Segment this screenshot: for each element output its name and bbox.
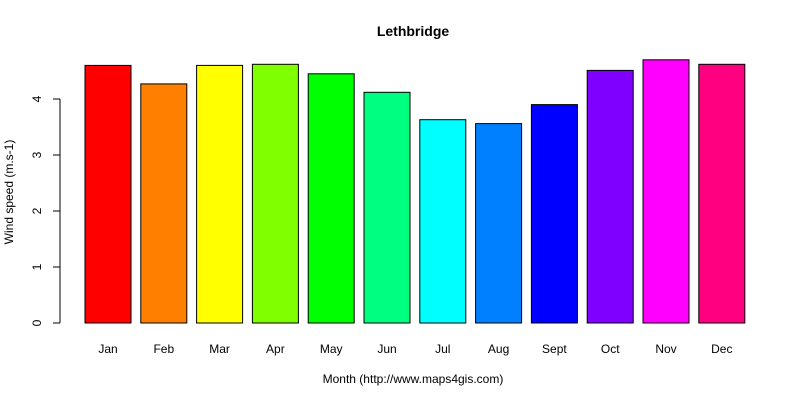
- x-tick-label: Apr: [266, 342, 285, 356]
- x-tick-labels: Jan Feb Mar Apr May Jun Jul Aug Sept Oct Nov Dec: [98, 342, 732, 356]
- y-tick-label: 3: [30, 151, 44, 158]
- bar-aug: [475, 123, 523, 324]
- x-tick-label: Oct: [601, 342, 620, 356]
- bar-mar: [196, 64, 244, 324]
- y-axis: 0 1 2 3 4: [30, 95, 61, 326]
- bar-dec: [698, 63, 746, 324]
- x-tick-label: Jan: [98, 342, 117, 356]
- bar-feb: [140, 83, 188, 324]
- x-tick-label: Feb: [153, 342, 174, 356]
- bar-apr: [251, 63, 299, 324]
- bar-jan: [84, 64, 132, 324]
- y-tick-label: 0: [30, 319, 44, 326]
- x-tick-label: Aug: [488, 342, 509, 356]
- y-tick-label: 2: [30, 207, 44, 214]
- bar-jun: [363, 91, 411, 324]
- bar-may: [307, 73, 355, 324]
- x-axis-label: Month (http://www.maps4gis.com): [323, 372, 504, 386]
- bar-nov: [642, 59, 690, 324]
- x-tick-label: Mar: [209, 342, 230, 356]
- x-tick-label: May: [320, 342, 343, 356]
- y-tick-label: 4: [30, 95, 44, 102]
- x-tick-label: Nov: [655, 342, 676, 356]
- bar-jul: [419, 119, 467, 324]
- bars-group: [84, 59, 746, 324]
- x-tick-label: Sept: [542, 342, 567, 356]
- y-axis-label: Wind speed (m.s-1): [2, 140, 16, 245]
- bar-sept: [530, 104, 578, 324]
- bar-oct: [586, 69, 634, 324]
- chart-title: Lethbridge: [377, 23, 450, 39]
- x-tick-label: Dec: [711, 342, 732, 356]
- x-tick-label: Jul: [435, 342, 450, 356]
- y-tick-label: 1: [30, 263, 44, 270]
- x-tick-label: Jun: [377, 342, 396, 356]
